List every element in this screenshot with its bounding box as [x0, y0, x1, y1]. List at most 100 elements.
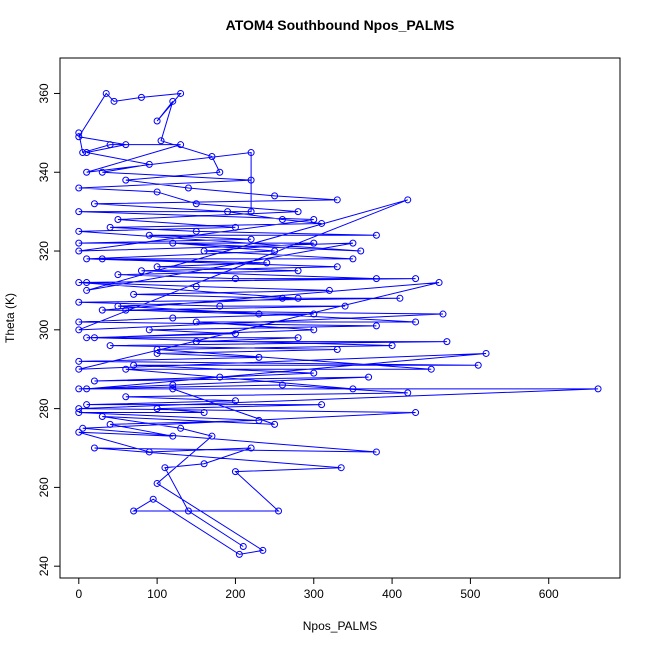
x-tick-label: 100: [147, 587, 167, 601]
data-point: [255, 353, 263, 361]
data-point: [474, 361, 482, 369]
data-point: [157, 137, 165, 145]
x-tick-label: 300: [304, 587, 324, 601]
data-point: [137, 93, 145, 101]
data-point: [325, 286, 333, 294]
data-point: [75, 365, 83, 373]
chart-title: ATOM4 Southbound Npos_PALMS: [226, 17, 455, 33]
data-point: [83, 286, 91, 294]
x-tick-label: 0: [75, 587, 82, 601]
y-tick-label: 340: [37, 162, 51, 182]
data-point: [443, 338, 451, 346]
data-point: [75, 298, 83, 306]
data-point: [83, 149, 91, 157]
x-tick-label: 500: [460, 587, 480, 601]
data-point: [122, 393, 130, 401]
data-point: [255, 416, 263, 424]
data-point: [75, 385, 83, 393]
data-point: [192, 338, 200, 346]
data-point: [90, 444, 98, 452]
data-point: [75, 279, 83, 287]
data-point: [224, 208, 232, 216]
data-point: [255, 310, 263, 318]
x-tick-label: 600: [539, 587, 559, 601]
data-point: [278, 216, 286, 224]
data-point: [357, 247, 365, 255]
x-tick-label: 400: [382, 587, 402, 601]
data-point: [145, 448, 153, 456]
data-point: [247, 235, 255, 243]
data-point: [231, 330, 239, 338]
data-point: [184, 184, 192, 192]
data-point: [153, 346, 161, 354]
data-point: [98, 168, 106, 176]
data-point: [271, 247, 279, 255]
data-point: [106, 141, 114, 149]
data-point: [310, 326, 318, 334]
data-point: [145, 160, 153, 168]
data-point: [169, 432, 177, 440]
data-point: [247, 149, 255, 157]
data-point: [75, 409, 83, 417]
data-point: [75, 318, 83, 326]
data-point: [372, 448, 380, 456]
data-point: [177, 141, 185, 149]
y-tick-label: 280: [37, 398, 51, 418]
data-point: [153, 117, 161, 125]
data-point: [145, 326, 153, 334]
data-point: [200, 409, 208, 417]
data-point: [169, 314, 177, 322]
data-point: [177, 89, 185, 97]
data-point: [247, 208, 255, 216]
data-point: [106, 420, 114, 428]
data-point: [114, 302, 122, 310]
data-point: [130, 507, 138, 515]
data-point: [90, 200, 98, 208]
data-point: [333, 263, 341, 271]
data-point: [239, 542, 247, 550]
data-point: [169, 381, 177, 389]
data-point: [310, 216, 318, 224]
data-point: [161, 464, 169, 472]
data-point: [208, 152, 216, 160]
data-point: [75, 357, 83, 365]
data-point: [122, 176, 130, 184]
data-point: [412, 275, 420, 283]
data-point: [83, 334, 91, 342]
data-point: [83, 279, 91, 287]
data-point: [98, 255, 106, 263]
data-point: [122, 306, 130, 314]
data-point: [216, 168, 224, 176]
data-point: [192, 227, 200, 235]
data-point: [130, 290, 138, 298]
data-point: [90, 377, 98, 385]
data-point: [594, 385, 602, 393]
data-point: [231, 275, 239, 283]
data-point: [349, 255, 357, 263]
data-point: [169, 97, 177, 105]
data-point: [231, 397, 239, 405]
data-point: [231, 223, 239, 231]
data-point: [149, 495, 157, 503]
data-point: [275, 507, 283, 515]
data-point: [83, 168, 91, 176]
data-point: [247, 176, 255, 184]
data-point: [75, 208, 83, 216]
data-point: [106, 223, 114, 231]
data-point: [192, 200, 200, 208]
data-point: [177, 424, 185, 432]
data-point: [216, 373, 224, 381]
data-point: [75, 129, 83, 137]
data-point: [318, 219, 326, 227]
data-point: [412, 409, 420, 417]
data-point: [75, 326, 83, 334]
data-point: [200, 460, 208, 468]
data-point: [83, 255, 91, 263]
data-point: [90, 334, 98, 342]
data-point: [153, 479, 161, 487]
data-point: [294, 334, 302, 342]
data-point: [83, 401, 91, 409]
data-point: [137, 267, 145, 275]
data-point: [130, 361, 138, 369]
